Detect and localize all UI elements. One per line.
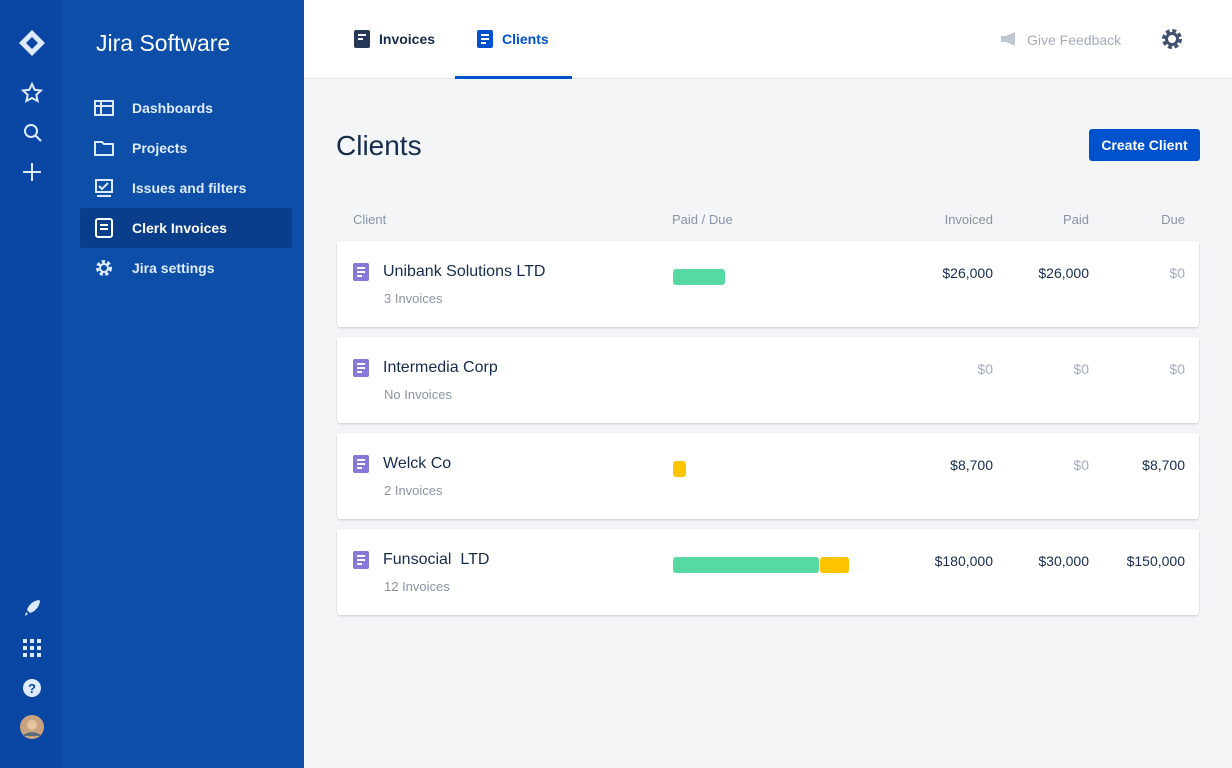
paid-bar — [673, 557, 819, 573]
nav-item[interactable]: Dashboards — [80, 88, 292, 128]
column-header: Client — [353, 212, 387, 227]
nav-label: Issues and filters — [132, 180, 247, 196]
star-icon[interactable] — [21, 82, 43, 104]
rocket-icon[interactable] — [22, 598, 42, 618]
search-icon[interactable] — [22, 122, 44, 144]
due: $8,700 — [1142, 457, 1185, 473]
paid: $0 — [1073, 361, 1089, 377]
invoiced: $8,700 — [950, 457, 993, 473]
nav-label: Clerk Invoices — [132, 220, 227, 236]
invoiced: $26,000 — [942, 265, 993, 281]
invoice-icon — [354, 30, 370, 48]
due-bar — [820, 557, 849, 573]
client-icon — [353, 551, 369, 569]
client-row[interactable]: Welck Co 2 Invoices $8,700 $0 $8,700 — [337, 433, 1199, 519]
invoice-count: No Invoices — [384, 387, 452, 402]
client-name: Welck Co — [383, 455, 452, 472]
client-icon — [353, 263, 369, 281]
tab[interactable]: Clients — [502, 31, 549, 47]
nav-item[interactable]: Clerk Invoices — [80, 208, 292, 248]
logo[interactable] — [18, 29, 46, 57]
paid: $26,000 — [1038, 265, 1089, 281]
nav-item[interactable]: Issues and filters — [80, 168, 292, 208]
client-row[interactable]: Intermedia Corp No Invoices $0 $0 $0 — [337, 337, 1199, 423]
client-row[interactable]: Funsocial LTD 12 Invoices $180,000 $30,0… — [337, 529, 1199, 615]
invoice-count: 3 Invoices — [384, 291, 443, 306]
column-header: Paid — [1062, 212, 1089, 227]
paid-bar — [673, 269, 725, 285]
invoice-count: 2 Invoices — [384, 483, 443, 498]
create-icon[interactable] — [21, 161, 43, 183]
client-name: Funsocial LTD — [383, 551, 490, 568]
client-icon — [353, 359, 369, 377]
client-row[interactable]: Unibank Solutions LTD 3 Invoices $26,000… — [337, 241, 1199, 327]
svg-text:?: ? — [28, 681, 36, 696]
nav-label: Jira settings — [132, 260, 215, 276]
nav-label: Projects — [132, 140, 188, 156]
nav-label: Dashboards — [132, 100, 213, 116]
due-bar — [673, 461, 686, 477]
tab-indicator — [455, 76, 572, 79]
nav-item[interactable]: Jira settings — [80, 248, 292, 288]
column-header: Due — [1161, 212, 1185, 227]
nav-item[interactable]: Projects — [80, 128, 292, 168]
create-button[interactable]: Create Client — [1089, 129, 1200, 161]
settings-icon[interactable] — [1161, 28, 1183, 50]
invoice-count: 12 Invoices — [384, 579, 450, 594]
column-header: Paid / Due — [672, 212, 733, 227]
client-icon — [353, 455, 369, 473]
paid: $30,000 — [1038, 553, 1089, 569]
product-name: Jira Software — [96, 30, 231, 56]
apps-icon[interactable] — [23, 639, 41, 657]
column-header: Invoiced — [944, 212, 993, 227]
client-icon — [477, 30, 493, 48]
tab[interactable]: Invoices — [379, 31, 436, 47]
due: $0 — [1169, 265, 1185, 281]
megaphone-icon — [1001, 32, 1015, 46]
feedback-link[interactable]: Give Feedback — [1027, 32, 1122, 48]
invoiced: $0 — [977, 361, 993, 377]
paid: $0 — [1073, 457, 1089, 473]
client-name: Intermedia Corp — [383, 359, 498, 376]
due: $0 — [1169, 361, 1185, 377]
project-sidebar — [62, 0, 304, 768]
client-name: Unibank Solutions LTD — [383, 263, 546, 280]
due: $150,000 — [1126, 553, 1185, 569]
global-nav: ? — [0, 0, 62, 768]
help-icon[interactable]: ? — [22, 678, 42, 698]
avatar[interactable] — [20, 715, 44, 739]
page-title: Clients — [336, 130, 422, 161]
invoiced: $180,000 — [934, 553, 993, 569]
top-bar: Invoices Clients Give Feedback — [304, 0, 1232, 79]
